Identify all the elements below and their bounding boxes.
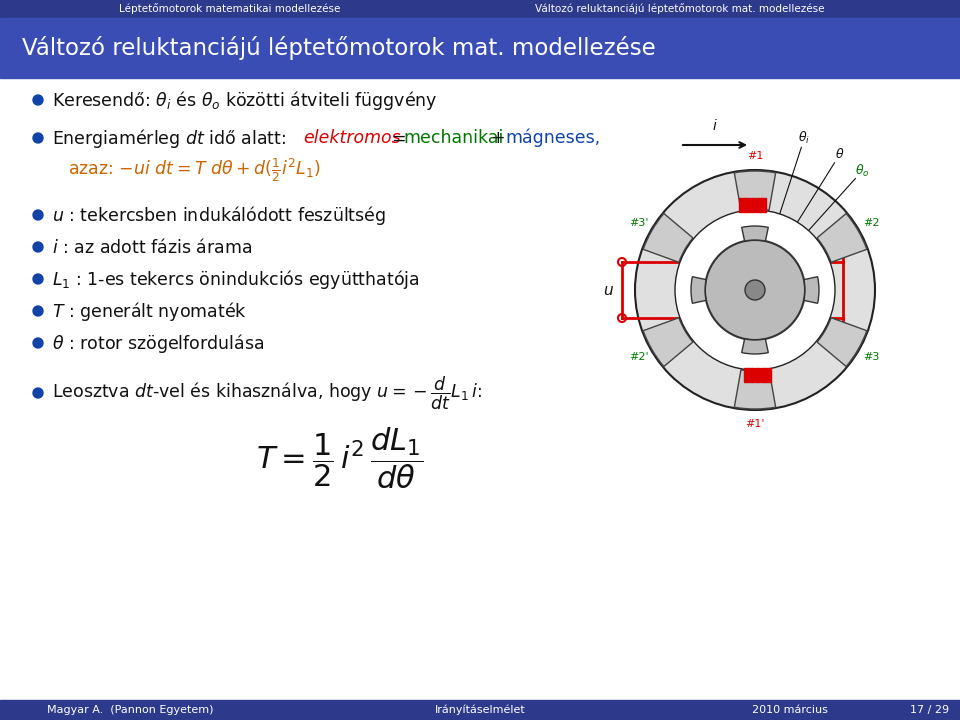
Text: Keresendő: $\theta_i$ és $\theta_o$ közötti átviteli függvény: Keresendő: $\theta_i$ és $\theta_o$ közö… bbox=[52, 89, 438, 112]
Wedge shape bbox=[817, 318, 867, 366]
Wedge shape bbox=[643, 214, 693, 262]
Text: Léptetőmotorok matematikai modellezése: Léptetőmotorok matematikai modellezése bbox=[119, 4, 341, 14]
Text: Változó reluktanciájú léptetőmotorok mat. modellezése: Változó reluktanciájú léptetőmotorok mat… bbox=[22, 36, 656, 60]
Circle shape bbox=[33, 388, 43, 398]
Wedge shape bbox=[643, 318, 693, 366]
Circle shape bbox=[33, 210, 43, 220]
Circle shape bbox=[33, 95, 43, 105]
Text: $i$: $i$ bbox=[712, 118, 718, 133]
Bar bbox=[756, 198, 760, 212]
Bar bbox=[739, 198, 744, 212]
Text: Irányításelmélet: Irányításelmélet bbox=[435, 705, 525, 715]
Text: mágneses,: mágneses, bbox=[505, 129, 600, 148]
Bar bbox=[0, 700, 960, 720]
Wedge shape bbox=[691, 276, 707, 303]
Circle shape bbox=[33, 133, 43, 143]
Text: $\theta_o$: $\theta_o$ bbox=[854, 163, 870, 179]
Text: elektromos: elektromos bbox=[303, 129, 400, 147]
Text: #2: #2 bbox=[863, 218, 879, 228]
Circle shape bbox=[675, 210, 835, 370]
Text: #3': #3' bbox=[629, 218, 649, 228]
Text: mechanikai: mechanikai bbox=[403, 129, 503, 147]
Bar bbox=[755, 368, 760, 382]
Text: Leosztva $dt$-vel és kihasználva, hogy $u = -\dfrac{d}{dt}L_1\,i$:: Leosztva $dt$-vel és kihasználva, hogy $… bbox=[52, 374, 482, 412]
Text: $T$ : generált nyomaték: $T$ : generált nyomaték bbox=[52, 300, 247, 323]
Text: #1: #1 bbox=[747, 151, 763, 161]
Bar bbox=[750, 198, 755, 212]
Text: #3: #3 bbox=[863, 352, 879, 362]
Text: Változó reluktanciájú léptetőmotorok mat. modellezése: Változó reluktanciájú léptetőmotorok mat… bbox=[536, 4, 825, 14]
Circle shape bbox=[33, 306, 43, 316]
Bar bbox=[766, 368, 771, 382]
Text: $i$ : az adott fázis árama: $i$ : az adott fázis árama bbox=[52, 238, 252, 256]
Bar bbox=[750, 368, 755, 382]
Text: #1': #1' bbox=[745, 419, 765, 429]
Circle shape bbox=[33, 338, 43, 348]
Text: $=$: $=$ bbox=[388, 129, 406, 147]
Text: $+$: $+$ bbox=[490, 129, 505, 147]
Circle shape bbox=[705, 240, 805, 340]
Text: $T = \dfrac{1}{2}\,i^2\,\dfrac{dL_1}{d\theta}$: $T = \dfrac{1}{2}\,i^2\,\dfrac{dL_1}{d\t… bbox=[256, 426, 423, 491]
Wedge shape bbox=[734, 370, 776, 409]
Text: $\theta$ : rotor szögelfordulása: $\theta$ : rotor szögelfordulása bbox=[52, 331, 264, 354]
Text: 17 / 29: 17 / 29 bbox=[910, 705, 949, 715]
Text: $\theta_i$: $\theta_i$ bbox=[799, 130, 810, 146]
Bar bbox=[744, 198, 750, 212]
Text: #2': #2' bbox=[629, 352, 649, 362]
Text: azaz: $-ui\ dt = T\ d\theta + d(\frac{1}{2}i^2 L_1)$: azaz: $-ui\ dt = T\ d\theta + d(\frac{1}… bbox=[68, 156, 321, 184]
Circle shape bbox=[33, 242, 43, 252]
Text: $\theta$: $\theta$ bbox=[835, 148, 845, 161]
Bar bbox=[761, 198, 766, 212]
Bar bbox=[760, 368, 765, 382]
Wedge shape bbox=[817, 214, 867, 262]
Circle shape bbox=[635, 170, 875, 410]
Circle shape bbox=[33, 274, 43, 284]
Text: $u$: $u$ bbox=[603, 282, 613, 297]
Text: $u$ : tekercsben indukálódott feszültség: $u$ : tekercsben indukálódott feszültség bbox=[52, 204, 386, 227]
Bar bbox=[0, 18, 960, 78]
Text: 2010 március: 2010 március bbox=[752, 705, 828, 715]
Bar bbox=[0, 78, 960, 700]
Bar bbox=[0, 0, 960, 18]
Wedge shape bbox=[804, 276, 819, 303]
Text: Magyar A.  (Pannon Egyetem): Magyar A. (Pannon Egyetem) bbox=[47, 705, 213, 715]
Bar bbox=[744, 368, 749, 382]
Wedge shape bbox=[742, 226, 768, 241]
Text: Energiamérleg $dt$ idő alatt:: Energiamérleg $dt$ idő alatt: bbox=[52, 127, 288, 150]
Circle shape bbox=[745, 280, 765, 300]
Wedge shape bbox=[734, 171, 776, 210]
Wedge shape bbox=[742, 339, 768, 354]
Text: $L_1$ : 1-es tekercs önindukciós együtthatója: $L_1$ : 1-es tekercs önindukciós együtth… bbox=[52, 268, 420, 290]
